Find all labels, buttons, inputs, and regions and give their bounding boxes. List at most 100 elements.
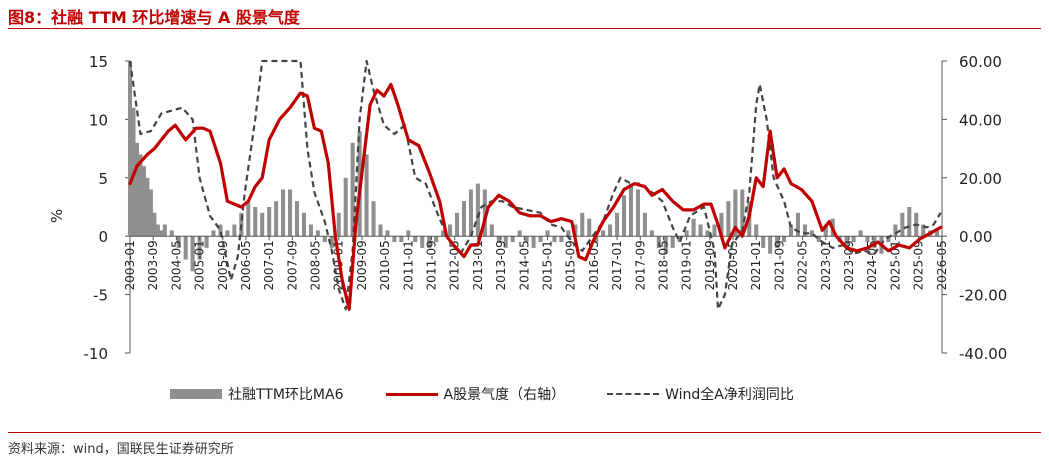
bar [656, 236, 661, 248]
x-tick-label: 2022-05 [796, 240, 810, 290]
bar [809, 230, 814, 237]
bar [155, 224, 160, 237]
left-tick-label: 15 [89, 53, 108, 71]
bar [754, 224, 759, 237]
bar [461, 201, 467, 237]
bar [308, 224, 313, 237]
bar [350, 142, 355, 237]
bar [788, 224, 794, 237]
bar [844, 236, 849, 248]
bar [573, 224, 578, 237]
left-tick-label: 10 [89, 111, 108, 129]
bar [823, 224, 828, 237]
bar [127, 61, 133, 237]
bar [628, 183, 634, 237]
bar [176, 236, 181, 248]
bar [663, 236, 668, 254]
x-tick-label: 2013-01 [471, 240, 485, 290]
bar [775, 236, 780, 248]
x-tick-label: 2013-09 [494, 240, 508, 290]
bar [141, 166, 146, 237]
legend-label-red-line: A股景气度（右轴） [443, 387, 566, 403]
bar [399, 236, 404, 243]
bar [670, 236, 675, 248]
bar [134, 142, 139, 237]
bar [441, 230, 446, 237]
legend-swatch-red-line [385, 392, 438, 396]
bar [719, 212, 724, 237]
left-y-axis: 15 10 5 0 -5 -10 [84, 53, 131, 363]
bar [865, 236, 870, 243]
bar [468, 189, 473, 237]
x-tick-label: 2014-05 [517, 240, 531, 290]
legend-swatch-bars [170, 389, 222, 399]
bar [190, 236, 195, 272]
bar [448, 224, 453, 237]
bar [921, 224, 926, 237]
bar [260, 212, 265, 237]
bar [517, 230, 522, 237]
bar [371, 201, 376, 237]
line-wind-net-profit-yoy [128, 59, 942, 311]
x-tick-label: 2020-05 [726, 240, 740, 290]
bar [886, 236, 891, 243]
bar [635, 189, 640, 237]
bar [496, 236, 501, 243]
right-tick-label: 60.00 [959, 53, 1002, 71]
x-tick-label: 2017-09 [633, 240, 647, 290]
bar [726, 201, 731, 237]
bar [524, 236, 529, 243]
x-tick-label: 2003-09 [146, 240, 160, 290]
x-tick-label: 2021-01 [749, 240, 763, 290]
x-tick-label: 2004-05 [169, 240, 183, 290]
bar [795, 212, 800, 237]
bar [225, 230, 230, 237]
bar [649, 230, 654, 237]
bar [267, 207, 272, 237]
right-tick-label: 20.00 [959, 170, 1002, 188]
x-tick-label: 2017-01 [610, 240, 624, 290]
bar [145, 177, 150, 237]
chart-canvas: 15 10 5 0 -5 -10 60.00 40.00 20.00 0.00 -20.00 -40… [48, 53, 1007, 363]
source-note: 资料来源：wind，国联民生证券研究所 [8, 442, 234, 457]
bar [392, 236, 397, 243]
x-tick-label: 2008-05 [309, 240, 323, 290]
bar [935, 230, 940, 237]
right-y-axis: 60.00 40.00 20.00 0.00 -20.00 -40.00 [941, 53, 1007, 363]
bar [705, 230, 710, 237]
bar [761, 236, 766, 248]
bar [232, 224, 237, 237]
bar [211, 230, 216, 237]
x-tick-label: 2007-09 [285, 240, 299, 290]
legend-item-bars: 社融TTM环比MA6 [170, 384, 344, 404]
chart-legend: 社融TTM环比MA6 A股景气度（右轴） Wind全A净利润同比 [170, 384, 836, 404]
bar [246, 201, 251, 237]
x-tick-label: 2018-05 [656, 240, 670, 290]
bar [621, 195, 627, 237]
bar [538, 236, 543, 243]
x-tick-label: 2011-01 [401, 240, 415, 290]
x-tick-label: 2019-01 [680, 240, 694, 290]
right-tick-label: -20.00 [959, 287, 1007, 305]
bar [893, 224, 898, 237]
bar [594, 236, 599, 243]
bar [907, 207, 912, 237]
bar [615, 212, 620, 237]
bar [183, 236, 188, 260]
bar [315, 230, 320, 237]
bar [274, 201, 279, 237]
bar [552, 236, 557, 243]
bar [482, 189, 487, 237]
left-tick-label: 5 [98, 170, 108, 188]
x-tick-label: 2006-05 [239, 240, 253, 290]
x-tick-label: 2015-01 [540, 240, 554, 290]
bar [454, 212, 460, 237]
bar [858, 230, 863, 237]
bar [420, 236, 425, 248]
bar [900, 212, 905, 237]
bar [872, 236, 877, 248]
bar [816, 236, 821, 243]
bar [162, 224, 167, 237]
bar [427, 236, 432, 248]
bar [152, 212, 157, 237]
